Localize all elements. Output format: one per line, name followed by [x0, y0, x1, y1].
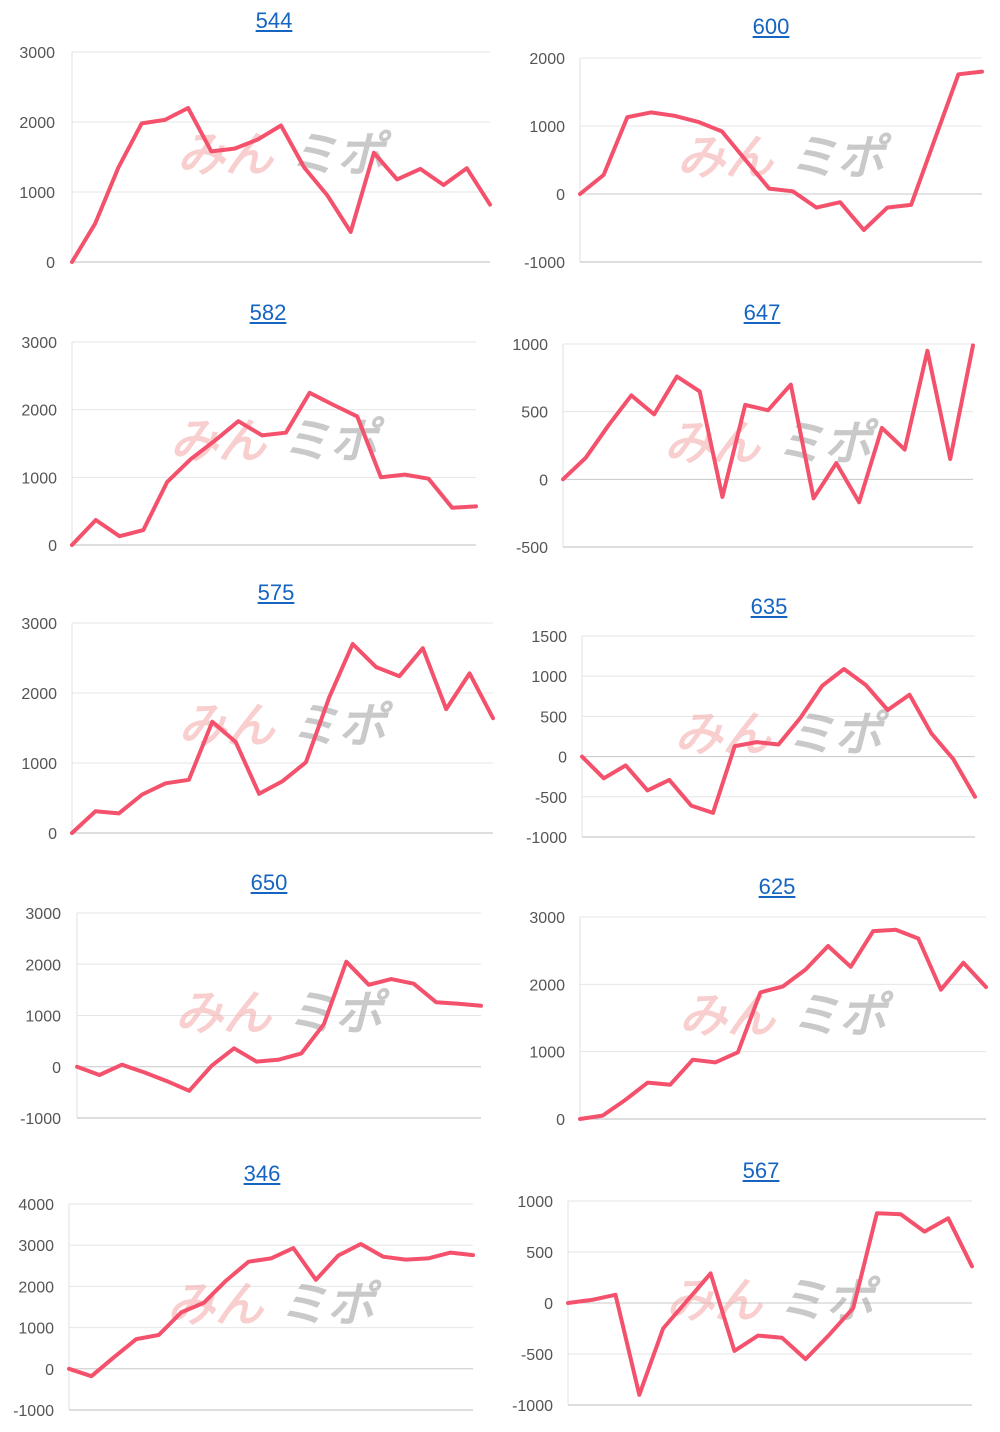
watermark-logo: ミポ — [778, 1273, 881, 1329]
y-tick-label: 3000 — [21, 616, 57, 633]
chart-panel-582: 3000 2000 1000 0 みん ミポ — [21, 335, 478, 555]
y-tick-label: 0 — [52, 1060, 61, 1077]
watermark-logo: みん — [674, 707, 772, 763]
chart-panel-575: 3000 2000 1000 0 みん ミポ — [21, 616, 495, 843]
y-tick-label: 0 — [556, 1112, 565, 1129]
y-tick-label: -1000 — [20, 1111, 61, 1128]
y-tick-label: 2000 — [529, 51, 565, 68]
chart-title[interactable]: 625 — [758, 874, 796, 899]
y-tick-label: 1000 — [21, 756, 57, 773]
watermark-logo: みん — [170, 414, 268, 470]
watermark-logo: みん — [178, 698, 276, 754]
y-tick-label: 1000 — [531, 669, 567, 686]
chart-panel-650: 3000 2000 1000 0 -1000 みん ミポ — [20, 906, 483, 1128]
y-tick-label: 2000 — [19, 115, 55, 132]
series-line — [578, 927, 988, 1121]
y-tick-label: 3000 — [25, 906, 61, 923]
y-tick-label: 1000 — [517, 1194, 553, 1211]
y-tick-label: 0 — [544, 1296, 553, 1313]
y-tick-label: 1000 — [25, 1009, 61, 1026]
y-tick-label: 0 — [46, 255, 55, 272]
y-tick-label: 2000 — [25, 957, 61, 974]
y-tick-label: 1000 — [19, 185, 55, 202]
chart-title[interactable]: 582 — [249, 300, 287, 325]
chart-title[interactable]: 575 — [257, 580, 295, 605]
y-tick-label: 3000 — [529, 910, 565, 927]
chart-title[interactable]: 544 — [255, 8, 293, 33]
y-tick-label: -500 — [535, 790, 567, 807]
y-tick-label: 1000 — [512, 337, 548, 354]
y-tick-label: 4000 — [18, 1197, 54, 1214]
y-tick-label: 3000 — [21, 335, 57, 352]
watermark-logo: みん — [664, 416, 762, 472]
chart-title[interactable]: 647 — [743, 300, 781, 325]
series-line — [566, 1211, 974, 1397]
y-tick-label: -500 — [521, 1347, 553, 1364]
y-tick-label: 0 — [48, 538, 57, 555]
y-tick-label: -500 — [516, 540, 548, 557]
y-tick-label: 0 — [48, 826, 57, 843]
y-tick-label: 500 — [521, 405, 548, 422]
chart-panel-346: 4000 3000 2000 1000 0 -1000 みん ミポ — [13, 1197, 475, 1420]
watermark-logo: みん — [177, 127, 275, 183]
y-tick-label: -1000 — [526, 830, 567, 847]
y-tick-label: 2000 — [21, 686, 57, 703]
y-tick-label: 0 — [539, 472, 548, 489]
y-tick-label: -1000 — [13, 1403, 54, 1420]
y-tick-label: 0 — [45, 1362, 54, 1379]
watermark-logo: ミポ — [287, 986, 390, 1042]
chart-title[interactable]: 346 — [243, 1161, 281, 1186]
chart-title[interactable]: 567 — [742, 1158, 780, 1183]
watermark-logo: みん — [175, 986, 273, 1042]
y-tick-label: 1000 — [529, 1045, 565, 1062]
y-tick-label: 2000 — [21, 403, 57, 420]
y-tick-label: 2000 — [18, 1279, 54, 1296]
watermark-logo: ミポ — [279, 1277, 382, 1333]
chart-title[interactable]: 600 — [752, 14, 790, 39]
series-line — [70, 390, 478, 547]
y-tick-label: -1000 — [512, 1398, 553, 1415]
y-tick-label: 0 — [558, 750, 567, 767]
y-tick-label: 3000 — [18, 1238, 54, 1255]
watermark-logo: ミポ — [776, 416, 879, 472]
watermark-logo: みん — [679, 988, 777, 1044]
y-tick-label: 1000 — [21, 470, 57, 487]
watermark-logo: みん — [167, 1277, 265, 1333]
y-tick-label: 500 — [540, 709, 567, 726]
y-tick-label: 1000 — [529, 119, 565, 136]
y-tick-label: 1500 — [531, 629, 567, 646]
y-tick-label: 0 — [556, 187, 565, 204]
series-line — [70, 106, 492, 264]
watermark-logo: ミポ — [789, 130, 892, 186]
y-tick-label: 500 — [526, 1245, 553, 1262]
chart-title[interactable]: 635 — [750, 594, 788, 619]
series-line — [561, 343, 975, 505]
chart-panel-647: 1000 500 0 -500 みん ミポ — [512, 337, 975, 557]
watermark-logo: ミポ — [291, 698, 394, 754]
series-line — [67, 1242, 475, 1379]
y-tick-label: -1000 — [524, 255, 565, 272]
series-line — [70, 642, 495, 835]
y-tick-label: 3000 — [19, 45, 55, 62]
y-tick-label: 1000 — [18, 1321, 54, 1338]
watermark-logo: ミポ — [791, 988, 894, 1044]
y-tick-label: 2000 — [529, 977, 565, 994]
chart-panel-625: 3000 2000 1000 0 みん ミポ — [529, 910, 988, 1129]
chart-title[interactable]: 650 — [250, 870, 288, 895]
series-line — [75, 959, 483, 1093]
series-line — [580, 667, 977, 815]
series-line — [578, 69, 984, 232]
watermark-logo: ミポ — [282, 414, 385, 470]
